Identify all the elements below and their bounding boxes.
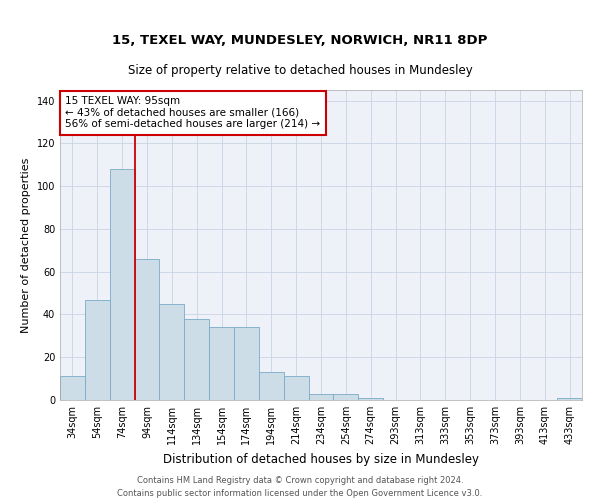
Bar xyxy=(557,398,582,400)
Bar xyxy=(308,394,334,400)
Bar xyxy=(184,319,209,400)
Y-axis label: Number of detached properties: Number of detached properties xyxy=(21,158,31,332)
Bar xyxy=(85,300,110,400)
Text: Size of property relative to detached houses in Mundesley: Size of property relative to detached ho… xyxy=(128,64,472,78)
Text: 15 TEXEL WAY: 95sqm
← 43% of detached houses are smaller (166)
56% of semi-detac: 15 TEXEL WAY: 95sqm ← 43% of detached ho… xyxy=(65,96,320,130)
Bar xyxy=(284,376,308,400)
Text: Contains HM Land Registry data © Crown copyright and database right 2024.
Contai: Contains HM Land Registry data © Crown c… xyxy=(118,476,482,498)
Bar xyxy=(160,304,184,400)
Bar xyxy=(334,394,358,400)
Text: 15, TEXEL WAY, MUNDESLEY, NORWICH, NR11 8DP: 15, TEXEL WAY, MUNDESLEY, NORWICH, NR11 … xyxy=(112,34,488,48)
Bar xyxy=(60,376,85,400)
Bar xyxy=(110,169,134,400)
Bar xyxy=(358,398,383,400)
X-axis label: Distribution of detached houses by size in Mundesley: Distribution of detached houses by size … xyxy=(163,452,479,466)
Bar xyxy=(234,328,259,400)
Bar xyxy=(134,259,160,400)
Bar xyxy=(209,328,234,400)
Bar xyxy=(259,372,284,400)
